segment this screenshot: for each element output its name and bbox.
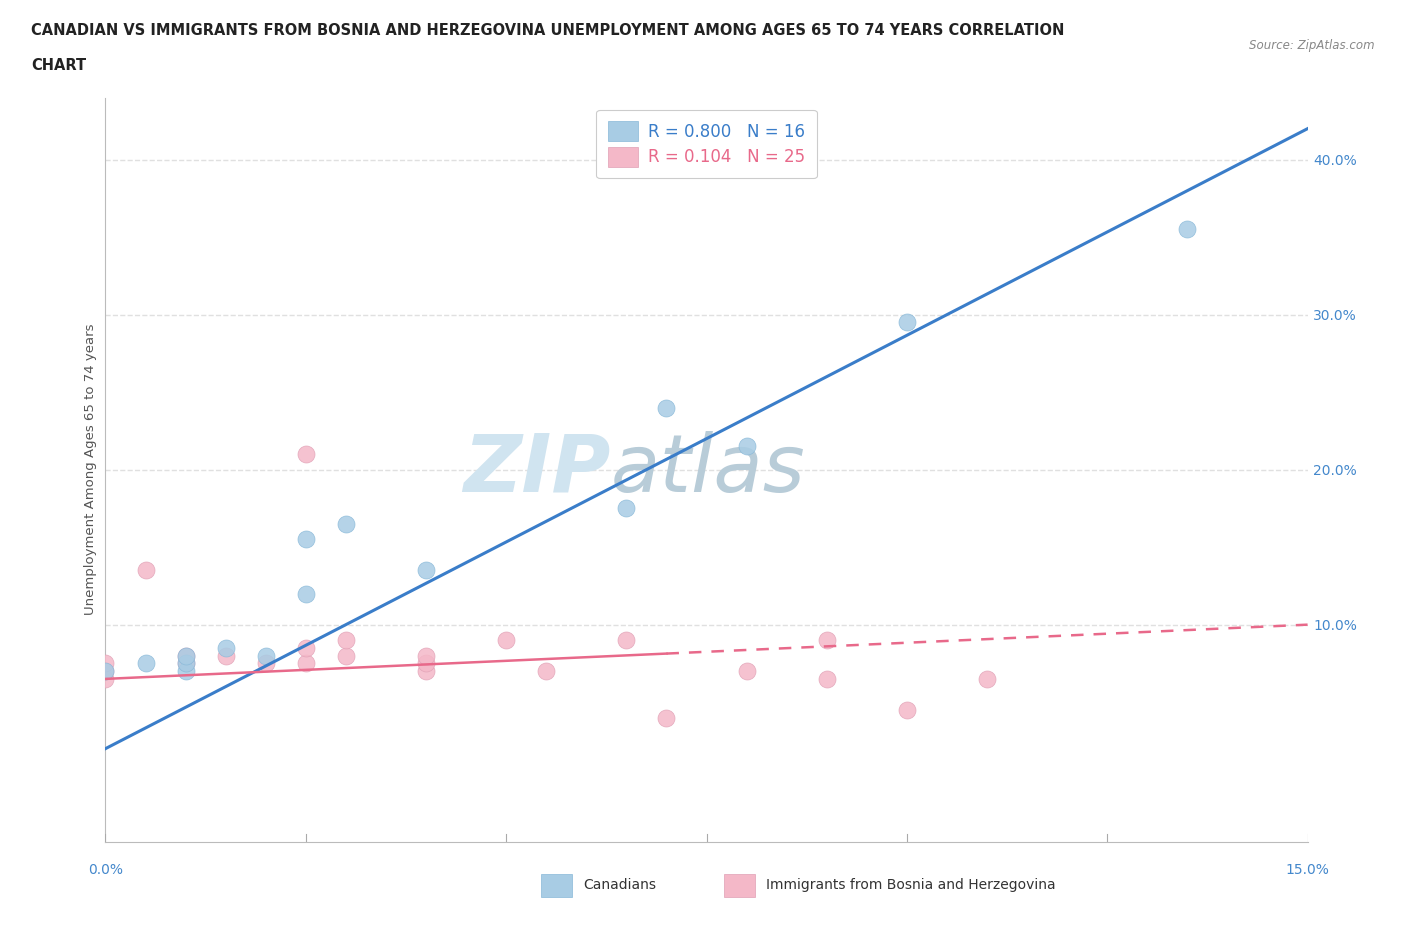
Point [174, 664, 197, 679]
Point [295, 586, 318, 601]
Point [415, 563, 437, 578]
Point [295, 446, 318, 461]
Text: CANADIAN VS IMMIGRANTS FROM BOSNIA AND HERZEGOVINA UNEMPLOYMENT AMONG AGES 65 TO: CANADIAN VS IMMIGRANTS FROM BOSNIA AND H… [31, 23, 1064, 38]
Text: 0.0%: 0.0% [89, 863, 122, 877]
Point [534, 664, 557, 679]
Text: 15.0%: 15.0% [1285, 863, 1330, 877]
Point [94, 664, 117, 679]
Point [135, 656, 157, 671]
Point [335, 648, 357, 663]
Point [655, 400, 678, 415]
Point [174, 656, 197, 671]
Point [495, 632, 517, 647]
Point [214, 648, 236, 663]
Point [135, 563, 157, 578]
Point [94, 656, 117, 671]
Point [174, 656, 197, 671]
Point [94, 671, 117, 686]
Point [415, 664, 437, 679]
Point [295, 641, 318, 656]
Text: Immigrants from Bosnia and Herzegovina: Immigrants from Bosnia and Herzegovina [766, 878, 1056, 893]
Point [735, 439, 758, 454]
Point [295, 532, 318, 547]
Point [616, 501, 638, 516]
Point [174, 648, 197, 663]
Text: Canadians: Canadians [583, 878, 657, 893]
Point [295, 656, 318, 671]
Y-axis label: Unemployment Among Ages 65 to 74 years: Unemployment Among Ages 65 to 74 years [84, 324, 97, 616]
Text: atlas: atlas [610, 431, 806, 509]
Point [335, 516, 357, 531]
Point [415, 656, 437, 671]
Point [214, 641, 236, 656]
Point [254, 656, 277, 671]
Point [896, 702, 918, 717]
Point [254, 648, 277, 663]
Point [94, 664, 117, 679]
Text: CHART: CHART [31, 58, 86, 73]
Legend: R = 0.800   N = 16, R = 0.104   N = 25: R = 0.800 N = 16, R = 0.104 N = 25 [596, 110, 817, 179]
Point [616, 632, 638, 647]
Point [1177, 222, 1199, 237]
Point [976, 671, 998, 686]
Point [335, 632, 357, 647]
Text: Source: ZipAtlas.com: Source: ZipAtlas.com [1250, 39, 1375, 52]
Point [735, 664, 758, 679]
Text: ZIP: ZIP [463, 431, 610, 509]
Point [655, 711, 678, 725]
Point [815, 671, 838, 686]
Point [174, 648, 197, 663]
Point [896, 315, 918, 330]
Point [815, 632, 838, 647]
Point [415, 648, 437, 663]
